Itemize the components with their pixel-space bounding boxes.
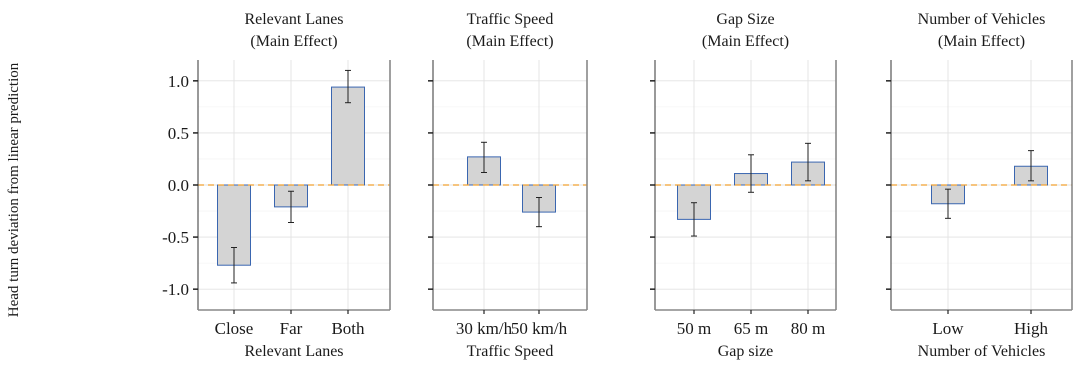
y-tick-label: -0.5 xyxy=(162,228,189,247)
x-axis-label: Number of Vehicles xyxy=(918,343,1046,360)
panel-4: Low High Number of Vehicles (Main Effect) Nu… xyxy=(886,11,1073,360)
error-bar xyxy=(288,190,294,223)
panel-subtitle: (Main Effect) xyxy=(938,33,1025,50)
error-bar xyxy=(748,154,754,193)
x-tick-label: Far xyxy=(280,319,303,338)
x-tick-label: 50 m xyxy=(677,319,711,338)
x-axis-label: Gap size xyxy=(718,343,774,360)
error-bar xyxy=(691,202,697,237)
y-tick-label: 0.5 xyxy=(168,124,189,143)
panel-subtitle: (Main Effect) xyxy=(466,33,553,50)
y-axis-label: Head turn deviation from linear predicti… xyxy=(6,62,22,317)
panel-title: Gap Size xyxy=(716,11,774,28)
error-bar xyxy=(481,141,487,173)
x-tick-label: Low xyxy=(932,319,964,338)
panel-title: Relevant Lanes xyxy=(244,11,343,28)
x-tick-label: High xyxy=(1014,319,1049,338)
chart-panels: 1.0 0.5 0.0 -0.5 -1.0 Close Far Both Relevant La… xyxy=(162,11,1073,360)
error-bar xyxy=(345,69,351,104)
x-tick-label: 50 km/h xyxy=(511,319,568,338)
x-axis-label: Relevant Lanes xyxy=(244,343,343,360)
error-bar xyxy=(536,197,542,228)
y-tick-label: 0.0 xyxy=(168,176,189,195)
panel-2: 30 km/h50 km/h Traffic Speed (Main Effect)… xyxy=(428,11,588,360)
panel-title: Number of Vehicles xyxy=(918,11,1046,28)
error-bar xyxy=(945,188,951,219)
panel-3: 50 m 65 m 80 m Gap Size (Main Effect) Gap siz… xyxy=(650,11,837,360)
error-bar xyxy=(231,247,237,284)
x-tick-label: Both xyxy=(331,319,365,338)
y-tick-label: 1.0 xyxy=(168,72,189,91)
y-tick-label: -1.0 xyxy=(162,280,189,299)
error-bar xyxy=(1028,150,1034,182)
x-tick-label: 30 km/h xyxy=(456,319,513,338)
panel-1: 1.0 0.5 0.0 -0.5 -1.0 Close Far Both Relevant La… xyxy=(162,11,391,360)
x-axis-label: Traffic Speed xyxy=(467,343,554,360)
panel-title: Traffic Speed xyxy=(467,11,554,28)
x-tick-label: 80 m xyxy=(791,319,825,338)
error-bar xyxy=(805,142,811,182)
panel-subtitle: (Main Effect) xyxy=(250,33,337,50)
panel-subtitle: (Main Effect) xyxy=(702,33,789,50)
x-tick-label: Close xyxy=(215,319,254,338)
x-tick-label: 65 m xyxy=(734,319,768,338)
